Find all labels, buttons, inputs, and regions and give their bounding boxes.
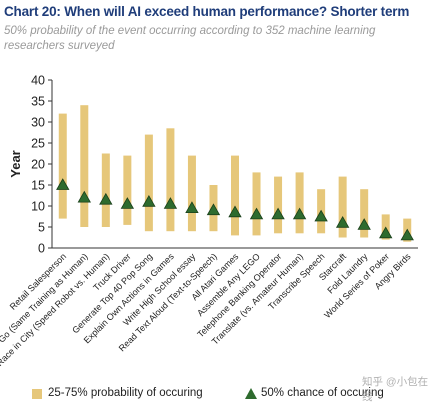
median-marker <box>185 201 199 214</box>
range-bar <box>166 128 175 232</box>
watermark: 知乎 @小包在线 <box>362 376 429 403</box>
median-markers <box>56 178 414 241</box>
median-marker <box>142 194 156 207</box>
range-bar <box>295 172 304 234</box>
median-marker <box>206 203 221 216</box>
y-tick-label: 15 <box>31 179 45 193</box>
median-marker <box>271 207 285 220</box>
median-marker <box>120 197 135 209</box>
median-marker <box>400 228 414 241</box>
median-marker <box>99 192 113 205</box>
y-axis: 0 5 10 15 20 25 30 35 40 <box>31 74 418 256</box>
y-tick-label: 20 <box>31 158 45 172</box>
range-bar <box>360 189 369 238</box>
median-marker <box>335 215 350 228</box>
median-marker <box>77 190 91 203</box>
y-tick-label: 10 <box>31 200 45 214</box>
median-marker <box>228 205 242 218</box>
range-bar <box>338 176 347 238</box>
median-marker <box>163 197 178 209</box>
legend-range-swatch <box>32 389 42 399</box>
median-marker <box>357 218 371 230</box>
range-bar <box>144 134 153 232</box>
legend-median-label: 50% chance of occuring <box>261 387 384 399</box>
y-tick-label: 30 <box>31 116 45 130</box>
median-marker <box>314 209 328 222</box>
median-marker <box>292 207 307 220</box>
y-tick-label: 40 <box>31 74 45 88</box>
y-tick-label: 0 <box>38 242 45 256</box>
y-tick-label: 5 <box>38 221 45 235</box>
legend-median-marker-icon <box>245 388 257 399</box>
range-bar <box>274 176 283 234</box>
range-bar <box>252 172 261 236</box>
y-tick-label: 25 <box>31 137 45 151</box>
median-marker <box>379 226 393 239</box>
legend-range-label: 25-75% probability of occuring <box>48 387 203 399</box>
range-bar <box>101 153 110 227</box>
median-marker <box>56 178 70 190</box>
range-bar <box>123 155 132 225</box>
chart-title: Chart 20: When will AI exceed human perf… <box>4 4 410 19</box>
range-bar <box>80 105 89 227</box>
range-bar <box>187 155 196 232</box>
median-marker <box>249 207 264 220</box>
chart-subtitle: 50% probability of the event occurring a… <box>4 25 376 52</box>
range-bars <box>58 105 412 242</box>
legend: 25-75% probability of occuring 50% chanc… <box>0 379 437 407</box>
range-bar <box>231 155 239 236</box>
y-axis-label: Year <box>8 150 23 177</box>
y-tick-label: 35 <box>31 95 45 109</box>
range-bar <box>58 113 67 219</box>
